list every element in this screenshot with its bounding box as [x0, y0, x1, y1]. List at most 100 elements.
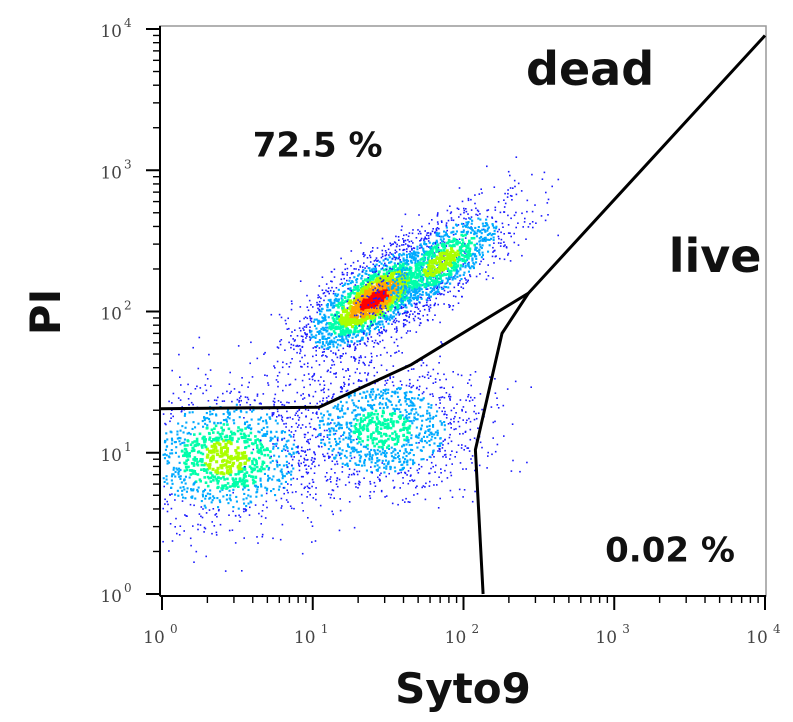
data-point [302, 338, 304, 341]
data-point [191, 446, 194, 450]
data-point [424, 236, 426, 239]
data-point [400, 471, 402, 474]
data-point [346, 345, 349, 347]
data-point [316, 301, 318, 304]
data-point [421, 486, 423, 489]
data-point [449, 399, 451, 401]
data-point [389, 412, 392, 416]
data-point [245, 510, 247, 512]
data-point [439, 497, 441, 500]
data-point [417, 317, 420, 319]
data-point [318, 309, 320, 311]
data-point [365, 378, 368, 380]
data-point [377, 274, 380, 277]
data-point [420, 437, 423, 440]
data-point [451, 249, 455, 253]
data-point [340, 435, 342, 437]
data-point [343, 329, 346, 333]
data-point [304, 464, 306, 467]
data-point [475, 232, 478, 235]
data-point [329, 309, 332, 312]
data-point [409, 399, 412, 402]
data-point [166, 460, 169, 463]
data-point [399, 410, 402, 413]
data-point [183, 451, 187, 454]
data-point [362, 301, 367, 306]
data-point [327, 395, 330, 398]
data-point [381, 403, 384, 406]
data-point [311, 457, 313, 459]
data-point [440, 243, 444, 246]
data-point [354, 325, 357, 328]
data-point [381, 283, 386, 287]
data-point [385, 419, 388, 422]
data-point [390, 395, 393, 398]
data-point [244, 465, 246, 468]
data-point [190, 449, 194, 453]
data-point [369, 269, 372, 272]
data-point [326, 429, 328, 432]
data-point [309, 402, 311, 405]
data-point [287, 416, 289, 419]
data-point [211, 413, 214, 416]
data-point [293, 456, 295, 458]
data-point [304, 451, 306, 453]
data-point [511, 423, 514, 425]
data-point [421, 266, 424, 269]
data-point [359, 495, 361, 498]
data-point [391, 258, 394, 260]
data-point [371, 408, 374, 411]
data-point [439, 242, 442, 244]
data-point [229, 494, 232, 497]
data-point [390, 290, 394, 295]
data-point [441, 286, 443, 289]
data-point [551, 185, 553, 188]
data-point [494, 450, 497, 453]
data-point [434, 471, 436, 473]
data-point [322, 414, 325, 417]
data-point [437, 303, 439, 306]
data-point [411, 287, 414, 291]
data-point [334, 472, 336, 474]
data-point [264, 434, 267, 437]
data-point [275, 379, 278, 381]
data-point [328, 456, 331, 459]
data-point [323, 348, 325, 350]
data-point [370, 321, 372, 323]
data-point [215, 479, 219, 482]
data-point [172, 473, 175, 476]
data-point [265, 447, 269, 450]
data-point [374, 269, 377, 272]
data-point [463, 489, 466, 491]
data-point [192, 483, 195, 486]
data-point [335, 444, 338, 447]
data-point [183, 447, 187, 451]
data-point [318, 341, 321, 344]
data-point [411, 232, 414, 235]
data-point [364, 364, 366, 366]
data-point [367, 276, 369, 279]
data-point [285, 384, 287, 387]
data-point [385, 278, 389, 282]
data-point [369, 361, 371, 364]
data-point [413, 279, 417, 283]
data-point [210, 501, 213, 504]
data-point [305, 324, 308, 327]
data-point [393, 448, 396, 451]
data-point [469, 438, 472, 441]
data-point [400, 293, 404, 297]
data-point [557, 178, 560, 181]
data-point [350, 424, 353, 427]
data-point [164, 448, 167, 451]
data-point [469, 374, 472, 376]
data-point [336, 463, 339, 465]
data-point [432, 424, 435, 427]
data-point [398, 254, 401, 257]
data-point [320, 432, 322, 435]
data-point [391, 300, 395, 304]
data-point [175, 467, 178, 470]
data-point [397, 236, 400, 238]
data-point [374, 397, 377, 400]
data-point [346, 307, 349, 309]
data-point [185, 462, 188, 466]
